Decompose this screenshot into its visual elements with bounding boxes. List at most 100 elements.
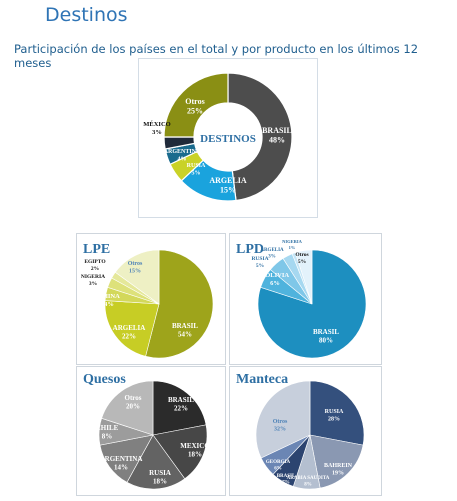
label-category: CHILE: [96, 424, 119, 432]
label-value: 22%: [122, 333, 136, 341]
label-category: Otros: [128, 261, 143, 267]
label-bolivia: BOLIVIA 6%: [261, 272, 289, 287]
label-category: Otros: [125, 394, 142, 402]
label-rusia: RUSIA 5%: [187, 163, 206, 177]
label-bahrein: BAHREIN 19%: [324, 463, 353, 477]
label-category: ARGELIA: [209, 176, 247, 185]
label-value: 2%: [91, 266, 99, 272]
label-value: 6%: [274, 467, 282, 472]
manteca-chart-panel: RUSIA 28% BAHREIN 19% ARABIA SAUDITA 8% BRASIL…: [229, 366, 382, 496]
label-value: 19%: [332, 471, 344, 477]
label-mexico: MEXICO 18%: [180, 442, 210, 459]
label-value: 22%: [174, 405, 188, 413]
slice-otros: [294, 249, 313, 305]
slice-otros: [114, 249, 160, 305]
label-argelia: ARGELIA 22%: [113, 324, 146, 341]
label-argelia: ARGELIA 3%: [260, 248, 284, 260]
label-otros: Otros 20%: [125, 394, 142, 411]
label-value: 14%: [114, 464, 128, 472]
page-subtitle: Participación de los países en el total …: [14, 42, 419, 70]
label-value: 32%: [274, 427, 286, 433]
quesos-pie-chart: BRASIL 22%MEXICO 18%RUSIA 18%ARGENTINA 14%CH…: [83, 372, 210, 490]
label-category: ARGENTINA: [100, 455, 143, 463]
quesos-chart-panel: BRASIL 22% MEXICO 18% RUSIA 18% ARGENTINA 14% CH…: [76, 366, 226, 496]
slice-brasil: [145, 249, 214, 359]
chart-title: Manteca: [236, 372, 288, 387]
label-category: NIGERIA: [282, 239, 303, 244]
chart-title: LPE: [83, 242, 110, 257]
label-chile: CHILE 8%: [96, 424, 119, 441]
chart-title: Quesos: [83, 372, 126, 387]
label-category: Otros: [295, 252, 308, 258]
page-title: Destinos: [45, 4, 128, 26]
slice-otros: [255, 380, 311, 459]
label-otros: Otros 15%: [128, 261, 143, 275]
label-category: CHINA: [98, 293, 120, 300]
label-category: EGIPTO: [84, 259, 106, 265]
label-egipto: EGIPTO 2%: [84, 259, 106, 272]
label-brasil: BRASIL 7%: [277, 474, 296, 486]
slice-bahrein: [309, 434, 364, 489]
label-rusia: RUSIA 18%: [149, 469, 171, 486]
label-rusia: RUSIA 28%: [325, 409, 344, 423]
label-category: BRASIL: [172, 322, 198, 330]
destinos-donut-chart: BRASIL 48% ARGELIA 15% RUSIA 5% ARGENTINA 4% MÉX…: [143, 72, 293, 202]
label-value: 6%: [270, 280, 280, 287]
label-category: RUSIA: [149, 469, 171, 477]
label-category: RUSIA: [187, 163, 206, 169]
label-georgia: GEORGIA 6%: [266, 460, 291, 472]
label-category: MÉXICO: [143, 120, 170, 128]
label-value: 18%: [153, 478, 167, 486]
label-category: ARGELIA: [260, 248, 284, 253]
label-otros: Otros 5%: [295, 252, 308, 265]
label-brasil: BRASIL 48%: [262, 126, 292, 145]
manteca-pie-chart: RUSIA 28% BAHREIN 19%ARABIA SAUDITA 8% BRASIL…: [236, 372, 365, 490]
label-argentina: ARGENTINA 4%: [164, 149, 201, 163]
label-brasil: BRASIL 80%: [313, 328, 339, 345]
donut-center-label: DESTINOS: [200, 133, 256, 145]
label-value: 5%: [192, 171, 201, 177]
destinos-chart-box: BRASIL 48% ARGELIA 15% RUSIA 5% ARGENTINA 4% MÉX…: [138, 58, 318, 218]
label-category: Otros: [185, 97, 204, 106]
lpe-chart-panel: BRASIL 54% ARGELIA 22% CHINA 4% NIGERIA 3% EGIPT…: [76, 233, 226, 365]
label-otros: Otros 25%: [185, 97, 204, 116]
label-value: 3%: [268, 255, 276, 260]
label-value: 48%: [269, 136, 285, 145]
label-value: 7%: [282, 481, 290, 486]
label-category: RUSIA: [251, 256, 268, 262]
label-value: 20%: [126, 403, 140, 411]
lpe-pie-chart: BRASIL 54% ARGELIA 22% CHINA 4% NIGERIA 3% EGIPT…: [81, 242, 214, 359]
label-category: ARGENTINA: [164, 149, 201, 155]
label-value: 28%: [328, 417, 340, 423]
slice-argelia: [104, 300, 160, 357]
label-category: RUSIA: [325, 409, 344, 415]
label-category: BAHREIN: [324, 463, 353, 469]
label-argelia: ARGELIA 15%: [209, 176, 247, 195]
label-value: 8%: [102, 433, 113, 441]
label-category: Otros: [273, 419, 288, 425]
label-value: 1%: [289, 245, 296, 250]
label-category: BRASIL: [168, 396, 194, 404]
label-value: 4%: [178, 157, 187, 163]
slice-brasil: [227, 72, 293, 202]
label-argentina: ARGENTINA 14%: [100, 455, 143, 472]
label-category: MEXICO: [180, 442, 210, 450]
label-category: BRASIL: [262, 126, 292, 135]
label-mexico: MÉXICO 3%: [143, 120, 170, 136]
label-category: NIGERIA: [81, 274, 105, 280]
label-category: ARGELIA: [113, 324, 146, 332]
label-value: 8%: [304, 483, 312, 488]
label-value: 3%: [89, 281, 97, 287]
label-nigeria: NIGERIA 3%: [81, 274, 105, 287]
label-value: 15%: [129, 269, 141, 275]
slice-otros: [101, 380, 154, 436]
label-value: 5%: [298, 259, 306, 265]
lpd-chart-panel: BRASIL 80% BOLIVIA 6% RUSIA 5% ARGELIA 3% NIGERI…: [229, 233, 382, 365]
label-brasil: BRASIL 22%: [168, 396, 194, 413]
label-value: 4%: [104, 301, 114, 308]
label-category: BRASIL: [277, 474, 296, 479]
label-value: 3%: [152, 129, 162, 136]
label-value: 25%: [187, 107, 203, 116]
label-china: CHINA 4%: [98, 293, 120, 308]
label-arabia-saudita: ARABIA SAUDITA 8%: [287, 476, 330, 488]
